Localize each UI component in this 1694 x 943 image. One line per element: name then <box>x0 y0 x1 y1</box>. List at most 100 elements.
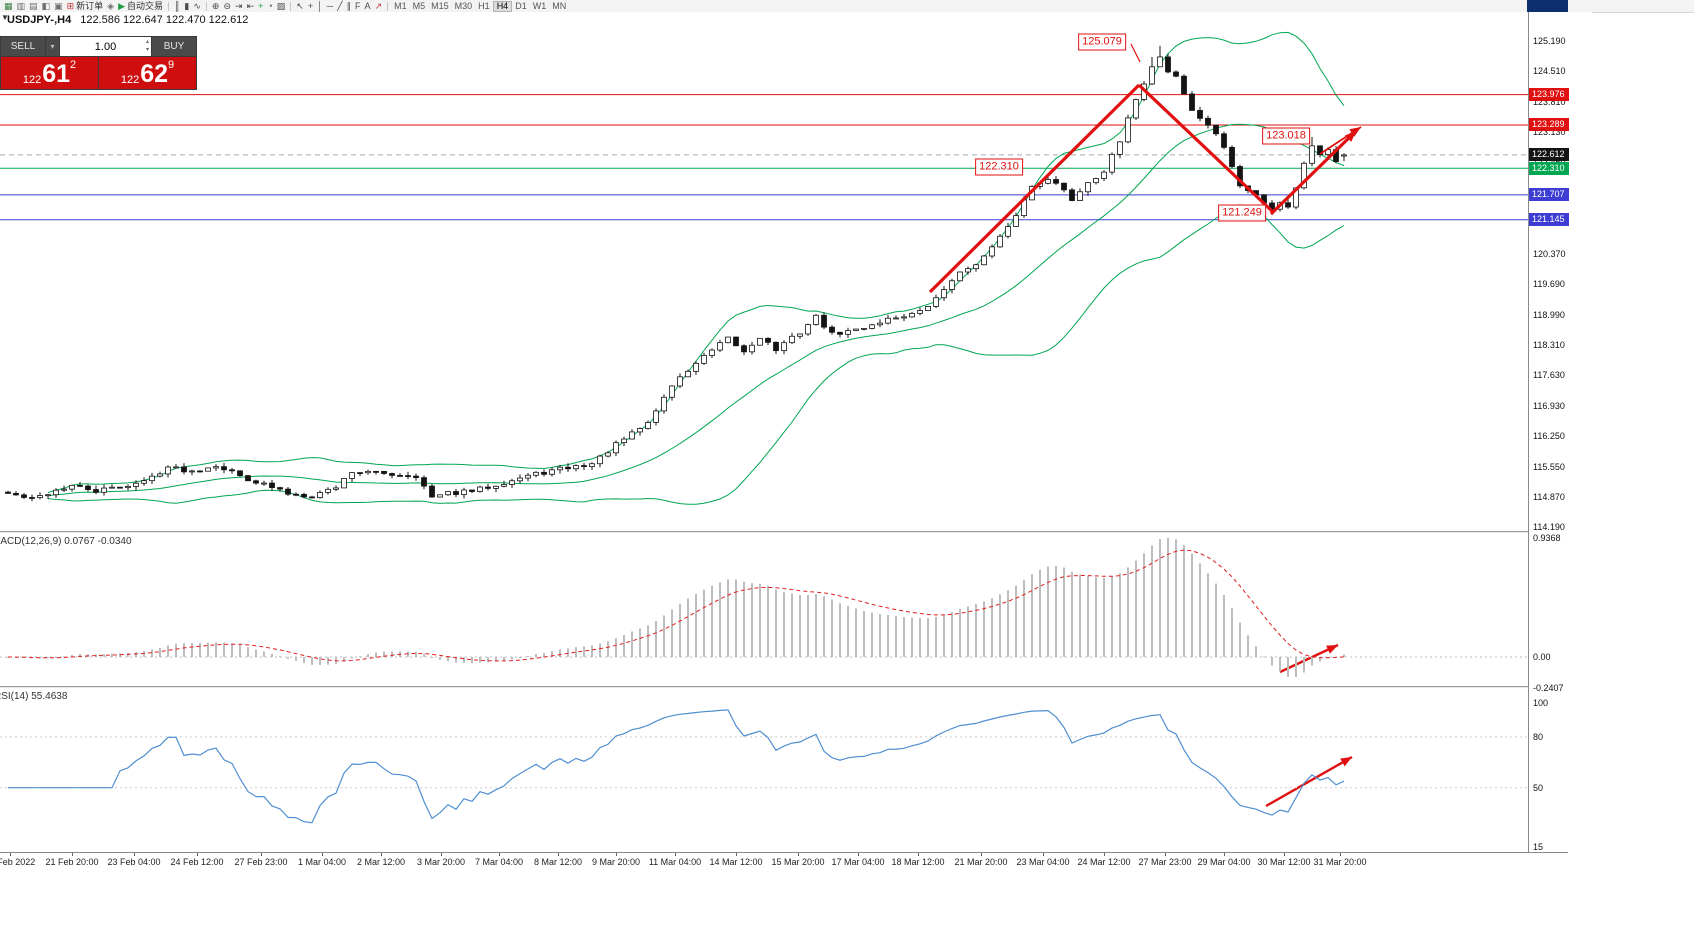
timeframe-mn[interactable]: MN <box>552 0 567 11</box>
candlestick-chart-icon: ▮ <box>184 0 190 11</box>
price-tag-122.612[interactable]: 122.612 <box>1529 148 1569 162</box>
lot-decrease-button[interactable]: ▾ <box>145 47 149 53</box>
terminal-icon[interactable]: ▣ <box>52 0 65 12</box>
buy-button[interactable]: BUY <box>152 37 196 56</box>
panel-divider-macd[interactable] <box>0 531 1568 533</box>
new-chart-icon[interactable]: ▦ <box>2 0 15 12</box>
sell-price-button[interactable]: 122 61 2 <box>1 57 98 89</box>
macd-scale-tick: 0.00 <box>1533 652 1551 662</box>
text-icon[interactable]: A <box>363 0 373 12</box>
price-tag-121.707[interactable]: 121.707 <box>1529 188 1569 202</box>
toolbar-separator <box>168 1 169 11</box>
timeframe-m15[interactable]: M15 <box>431 0 449 11</box>
timeframe-m5[interactable]: M5 <box>412 0 426 11</box>
new-chart-icon: ▦ <box>4 0 13 11</box>
chart-profiles-icon: ▥ <box>16 0 26 11</box>
price-tick: 123.130 <box>1533 127 1566 137</box>
price-annotation[interactable]: 122.310 <box>975 158 1023 176</box>
chart-profiles-icon[interactable]: ▥ <box>15 0 28 12</box>
price-annotation[interactable]: 125.079 <box>1078 33 1126 51</box>
price-tick: 115.550 <box>1533 461 1565 472</box>
bollinger-bands <box>47 31 1345 505</box>
trendline-icon[interactable]: ╱ <box>335 0 344 12</box>
arrow-head <box>1326 645 1338 654</box>
timeframe-h4[interactable]: H4 <box>492 0 513 12</box>
trend-arrow[interactable] <box>928 83 1141 294</box>
price-annotation[interactable]: 121.249 <box>1218 204 1266 222</box>
time-label: 24 Mar 12:00 <box>1077 857 1131 867</box>
price-annotation[interactable]: 123.018 <box>1262 127 1310 145</box>
price-tag-123.289[interactable]: 123.289 <box>1529 118 1569 132</box>
new-order-button[interactable]: ⊞ 新订单 <box>65 0 106 12</box>
lot-size-field[interactable]: 1.00 ▴ ▾ <box>60 37 151 56</box>
price-tick: 125.190 <box>1533 36 1566 46</box>
chart-shift-icon[interactable]: ⇤ <box>245 0 257 12</box>
bar-chart-icon[interactable]: ║ <box>172 0 182 12</box>
autotrading-button-label: 自动交易 <box>126 0 163 11</box>
fibonacci-icon[interactable]: F <box>353 0 363 12</box>
zoom-out-icon[interactable]: ⊖ <box>221 0 233 12</box>
rsi-indicator-panel[interactable] <box>0 688 1528 852</box>
time-label: 7 Mar 04:00 <box>474 857 524 867</box>
sell-price-prefix: 122 <box>22 74 42 86</box>
price-tag-123.976[interactable]: 123.976 <box>1529 88 1569 102</box>
price-tag-122.310[interactable]: 122.310 <box>1529 161 1569 175</box>
time-tick <box>918 853 919 856</box>
price-tag-121.145[interactable]: 121.145 <box>1529 213 1569 227</box>
time-label: 14 Mar 12:00 <box>709 857 763 867</box>
periods-icon[interactable]: ◔ <box>265 0 274 12</box>
time-axis[interactable]: 18 Feb 2022 21 Feb 20:00 23 Feb 04:00 24 Fe… <box>0 852 1568 870</box>
crosshair-icon[interactable]: + <box>306 0 315 12</box>
cursor-icon: ↖ <box>296 0 304 11</box>
channel-icon[interactable]: ∥ <box>345 0 354 12</box>
buy-price-button[interactable]: 122 62 9 <box>99 57 196 89</box>
price-tick: 116.250 <box>1533 430 1565 441</box>
rsi-name: RSI(14) <box>0 691 29 702</box>
toolbar-separator <box>290 1 292 11</box>
navigator-icon[interactable]: ◧ <box>40 0 53 12</box>
trend-arrow[interactable] <box>1265 755 1353 808</box>
time-tick <box>1104 853 1105 856</box>
bar-chart-icon: ║ <box>174 0 181 11</box>
line-chart-icon[interactable]: ∿ <box>191 0 203 12</box>
trend-arrow[interactable] <box>1137 83 1275 214</box>
lot-size-value: 1.00 <box>94 40 117 53</box>
time-tick <box>981 853 982 856</box>
sell-button[interactable]: SELL <box>1 37 45 56</box>
indicators-icon[interactable]: + <box>256 0 265 12</box>
panel-divider-rsi[interactable] <box>0 686 1568 688</box>
timeframe-m1[interactable]: M1 <box>394 0 407 11</box>
macd-indicator-panel[interactable] <box>0 533 1528 686</box>
horizontal-line-icon[interactable]: ─ <box>325 0 335 12</box>
cursor-icon[interactable]: ↖ <box>294 0 306 12</box>
price-axis[interactable]: 125.190124.510123.810123.130122.450121.7… <box>1528 12 1592 852</box>
terminal-icon: ▣ <box>54 0 63 11</box>
toolbar-separator <box>387 1 389 11</box>
autotrading-button[interactable]: ▶ 自动交易 <box>116 0 165 12</box>
autotrading-button: ▶ <box>118 0 125 11</box>
timeframe-d1[interactable]: D1 <box>515 0 527 11</box>
arrows-icon[interactable]: ↗ <box>373 0 385 12</box>
main-price-chart[interactable] <box>0 12 1528 531</box>
price-tick: 124.510 <box>1533 66 1566 77</box>
order-type-dropdown[interactable]: ▾ <box>46 37 59 56</box>
auto-scroll-icon[interactable]: ⇥ <box>233 0 245 12</box>
vertical-line-icon[interactable]: │ <box>315 0 325 12</box>
vertical-line-icon: │ <box>317 0 323 11</box>
rsi-scale-tick: 80 <box>1533 731 1544 742</box>
trend-arrow[interactable] <box>1269 129 1358 216</box>
time-label: 15 Mar 20:00 <box>771 857 825 867</box>
rsi-line <box>8 709 1345 824</box>
candlestick-chart-icon[interactable]: ▮ <box>182 0 191 12</box>
trend-arrow[interactable] <box>1130 43 1141 63</box>
timeframe-w1[interactable]: W1 <box>532 0 547 11</box>
timeframe-h1[interactable]: H1 <box>478 0 490 11</box>
zoom-in-icon[interactable]: ⊕ <box>210 0 222 12</box>
market-watch-icon[interactable]: ▤ <box>27 0 40 12</box>
timeframe-m30[interactable]: M30 <box>454 0 473 11</box>
templates-icon[interactable]: ▨ <box>275 0 288 12</box>
metaeditor-icon[interactable]: ◈ <box>105 0 116 12</box>
horizontal-line-icon: ─ <box>326 0 334 11</box>
time-label: 27 Mar 23:00 <box>1138 857 1192 867</box>
lot-increase-button[interactable]: ▴ <box>145 39 149 45</box>
